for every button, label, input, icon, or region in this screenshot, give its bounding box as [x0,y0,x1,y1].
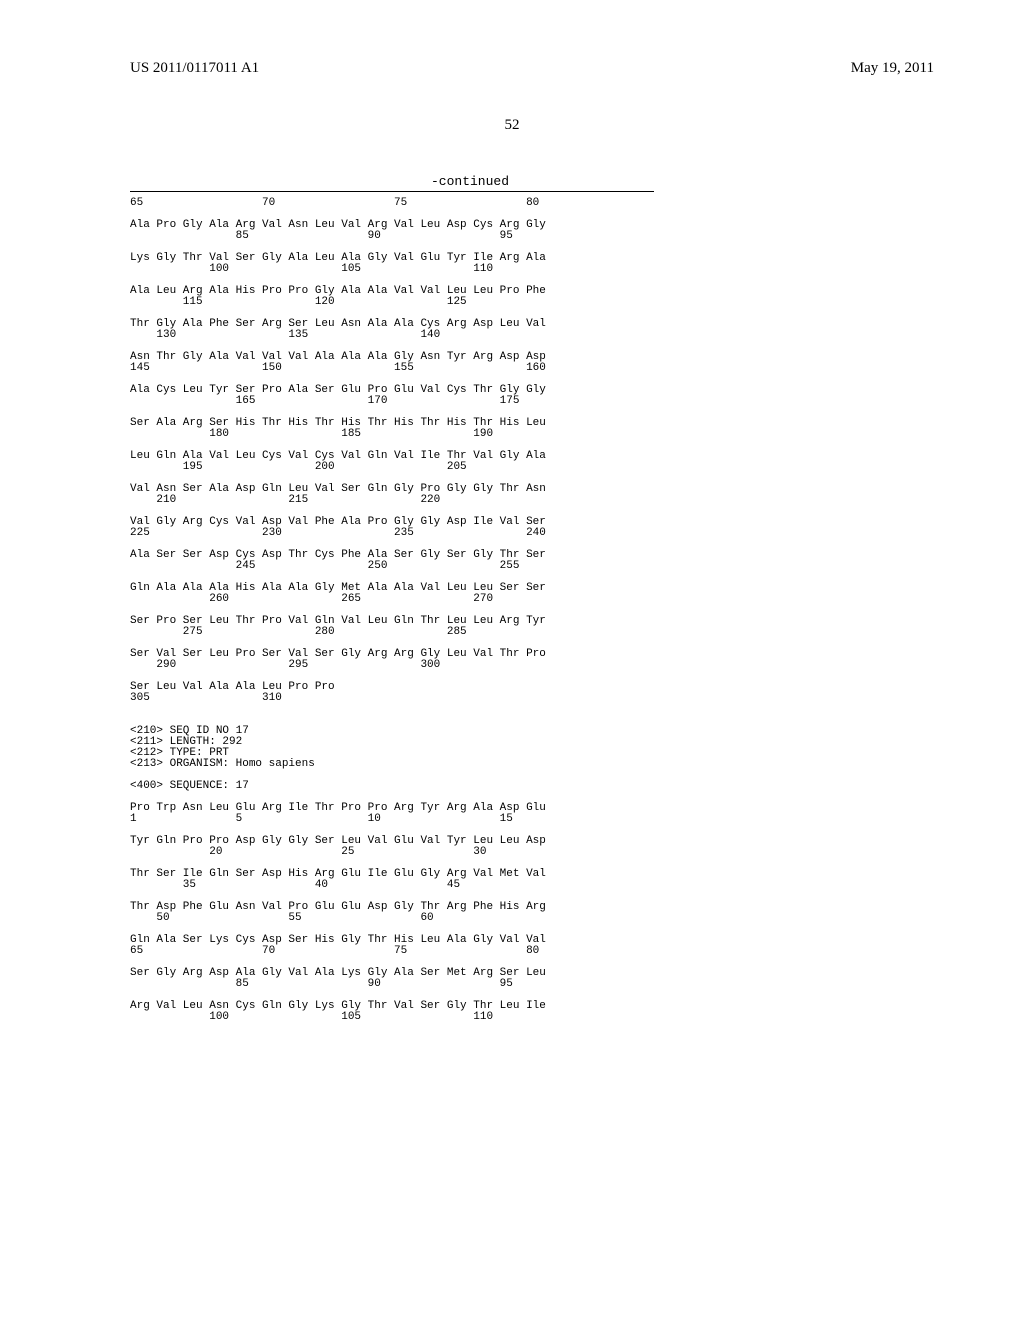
publication-number: US 2011/0117011 A1 [130,60,259,77]
publication-date: May 19, 2011 [851,60,934,77]
section-rule [130,191,654,192]
page-number: 52 [0,117,1024,134]
page-header: US 2011/0117011 A1 May 19, 2011 [0,0,1024,87]
sequence-listing: 65 70 75 80 Ala Pro Gly Ala Arg Val Asn … [130,198,1024,1023]
continued-label: -continued [320,174,620,189]
